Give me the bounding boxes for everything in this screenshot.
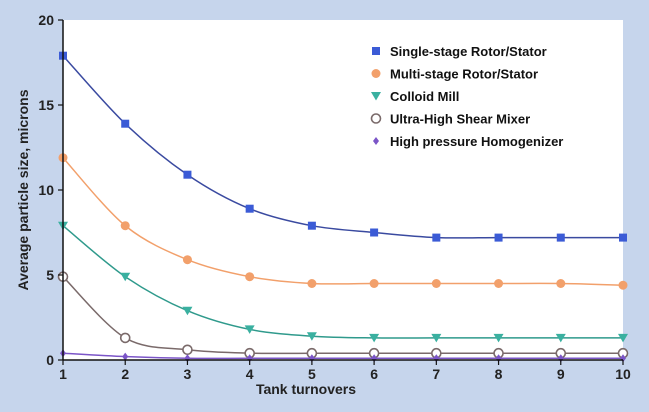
x-tick-label: 10 [615, 366, 631, 382]
y-tick-label: 5 [46, 267, 54, 283]
legend-item-5: High pressure Homogenizer [373, 134, 563, 149]
data-point [494, 233, 503, 242]
data-point [431, 333, 442, 343]
x-tick-label: 1 [59, 366, 67, 382]
data-point [306, 332, 317, 341]
data-point [556, 233, 565, 242]
data-point [119, 332, 131, 344]
series-4 [57, 271, 629, 359]
data-point [122, 352, 129, 361]
legend-marker [372, 47, 380, 55]
data-point [245, 204, 254, 213]
data-point [182, 255, 192, 265]
series-layer [57, 51, 629, 363]
y-tick-label: 10 [38, 182, 54, 198]
legend-label: Colloid Mill [390, 89, 459, 104]
data-point [556, 279, 566, 288]
data-point [307, 279, 317, 288]
data-point [369, 333, 380, 343]
series-line [62, 55, 623, 239]
legend-label: Multi-stage Rotor/Stator [390, 67, 538, 82]
legend-marker [371, 69, 381, 78]
legend-item-2: Multi-stage Rotor/Stator [371, 67, 538, 82]
legend-label: Ultra-High Shear Mixer [390, 112, 530, 127]
x-tick-label: 5 [308, 366, 316, 382]
x-tick-label: 4 [246, 366, 254, 382]
data-point [182, 344, 193, 356]
data-point [369, 279, 379, 288]
x-axis-title: Tank turnovers [256, 381, 356, 397]
legend-marker [370, 113, 382, 124]
legend-label: Single-stage Rotor/Stator [390, 44, 547, 59]
data-point [245, 272, 255, 282]
x-tick-label: 6 [370, 366, 378, 382]
legend-marker [371, 92, 381, 101]
data-point [244, 325, 255, 334]
series-2 [58, 153, 628, 290]
data-point [555, 333, 566, 343]
data-point [307, 221, 316, 230]
y-axis-title: Average particle size, microns [15, 89, 31, 290]
data-point [120, 221, 130, 231]
series-line [62, 352, 623, 360]
data-point [370, 228, 379, 237]
data-point [494, 279, 504, 288]
legend-item-4: Ultra-High Shear Mixer [370, 112, 530, 127]
data-point [121, 119, 130, 128]
series-line [62, 225, 623, 339]
x-tick-label: 8 [495, 366, 503, 382]
data-point [120, 272, 131, 282]
x-tick-label: 3 [184, 366, 192, 382]
data-point [431, 279, 441, 288]
axis-layer: 0 5 10 15 20 1 2 3 4 5 6 7 8 9 10 [38, 12, 631, 382]
y-tick-label: 20 [38, 12, 54, 28]
data-point [618, 280, 628, 290]
legend-item-1: Single-stage Rotor/Stator [372, 44, 547, 59]
data-point [182, 306, 193, 316]
legend: Single-stage Rotor/Stator Multi-stage Rot… [370, 44, 563, 149]
data-point [183, 170, 192, 179]
data-point [618, 333, 628, 343]
x-tick-label: 7 [432, 366, 440, 382]
y-tick-label: 0 [46, 352, 54, 368]
series-line [62, 157, 624, 286]
legend-marker [373, 137, 379, 145]
plot-area [63, 20, 623, 360]
series-line [62, 276, 623, 355]
x-tick-label: 2 [121, 366, 129, 382]
x-tick-label: 9 [557, 366, 565, 382]
data-point [432, 233, 441, 242]
legend-item-3: Colloid Mill [371, 89, 459, 104]
legend-label: High pressure Homogenizer [390, 134, 563, 149]
y-tick-label: 15 [38, 97, 54, 113]
data-point [493, 333, 504, 343]
data-point [619, 233, 627, 242]
